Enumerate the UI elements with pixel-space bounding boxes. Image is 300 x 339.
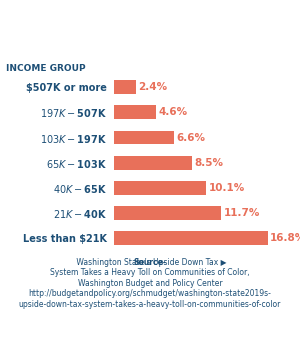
Text: Source-: Source-: [134, 258, 166, 267]
Bar: [114, 105, 156, 119]
Bar: [114, 206, 221, 220]
Text: 10.1%: 10.1%: [209, 183, 245, 193]
Text: 4.6%: 4.6%: [158, 107, 188, 117]
Text: 6.6%: 6.6%: [177, 133, 206, 142]
Text: Washington State’s Upside Down Tax ▶
System Takes a Heavy Toll on Communities of: Washington State’s Upside Down Tax ▶ Sys…: [19, 258, 281, 308]
Bar: [114, 231, 268, 245]
Text: 2.4%: 2.4%: [138, 82, 167, 92]
Bar: [114, 131, 174, 144]
Bar: [114, 181, 206, 195]
Bar: [114, 80, 136, 94]
Bar: [114, 156, 192, 170]
Text: 8.5%: 8.5%: [194, 158, 223, 168]
Text: Washington state & local taxes as a share of
family income by income group in 20: Washington state & local taxes as a shar…: [0, 22, 300, 53]
Text: INCOME GROUP: INCOME GROUP: [6, 64, 85, 73]
Text: 11.7%: 11.7%: [223, 208, 260, 218]
Text: 16.8%: 16.8%: [270, 233, 300, 243]
